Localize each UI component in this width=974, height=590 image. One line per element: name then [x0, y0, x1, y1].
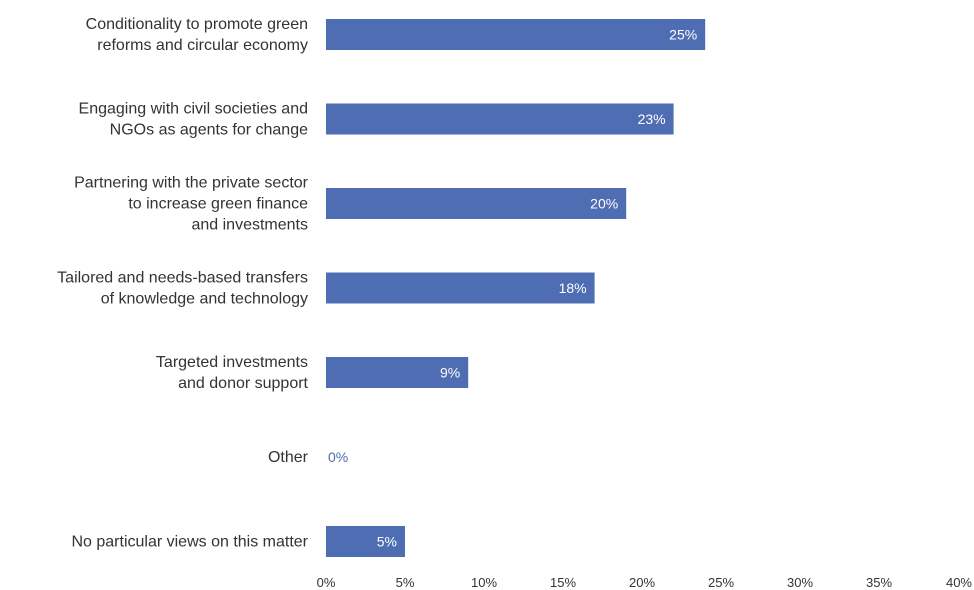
category-label: No particular views on this matter [71, 534, 308, 551]
category-label: Conditionality to promote green reforms a… [86, 16, 308, 54]
category-label: Targeted investments and donor support [156, 354, 309, 392]
data-label: 25% [669, 27, 697, 43]
x-tick-label: 40% [946, 575, 972, 590]
category-labels: Conditionality to promote green reforms a… [57, 16, 309, 551]
x-tick-label: 5% [396, 575, 415, 590]
bars [326, 19, 706, 557]
x-axis-ticks: 0% 5% 10% 15% 20% 25% 30% 35% 40% [317, 575, 973, 590]
data-labels: 25% 23% 20% 18% 9% 0% 5% [328, 27, 697, 550]
data-label: 23% [638, 111, 666, 127]
bar [326, 19, 706, 50]
bar [326, 272, 595, 304]
category-label: Other [268, 449, 309, 466]
x-tick-label: 35% [866, 575, 892, 590]
x-tick-label: 0% [317, 575, 336, 590]
data-label: 18% [559, 280, 587, 296]
category-label: Tailored and needs-based transfers of kno… [57, 270, 308, 308]
data-label: 5% [377, 534, 397, 550]
x-tick-label: 30% [787, 575, 813, 590]
bar [326, 188, 627, 219]
x-tick-label: 15% [550, 575, 576, 590]
bar [326, 103, 674, 135]
data-label: 20% [590, 196, 618, 212]
bar [326, 526, 405, 557]
category-label: Partnering with the private sector to inc… [74, 175, 309, 234]
bar [326, 357, 469, 388]
data-label: 0% [328, 449, 348, 465]
x-tick-label: 10% [471, 575, 497, 590]
category-label: Engaging with civil societies and NGOs as… [79, 101, 309, 139]
data-label: 9% [440, 365, 460, 381]
x-tick-label: 20% [629, 575, 655, 590]
x-tick-label: 25% [708, 575, 734, 590]
